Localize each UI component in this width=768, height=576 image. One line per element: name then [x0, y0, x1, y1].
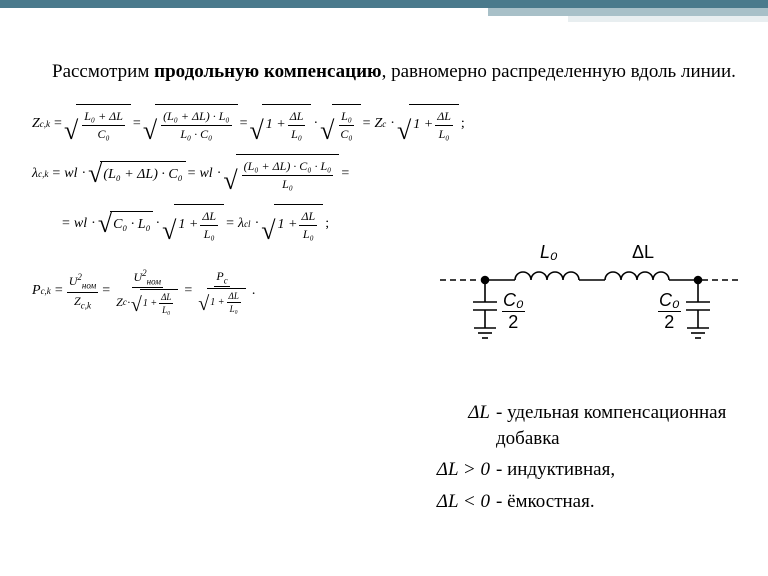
zck-Z: Z — [32, 116, 40, 132]
U2b: ном — [147, 276, 161, 286]
d2a: 1 + — [143, 298, 157, 309]
t9a: 1 + — [178, 217, 198, 233]
equation-lambdack-2: = wl · √ C₀ · L₀ · √ 1 + ΔLL₀ = λcl · √ … — [60, 204, 748, 244]
d2z: Z — [116, 295, 123, 310]
cd5: · — [91, 216, 96, 232]
circuit-label-dL: ΔL — [632, 242, 654, 263]
t2d: L₀ · C₀ — [178, 126, 214, 142]
def2-text: - индуктивная, — [496, 457, 750, 483]
def1-sym: ΔL — [430, 400, 490, 451]
cd2: · — [390, 116, 395, 132]
eq3: = — [240, 116, 248, 132]
def2-sym: ΔL > 0 — [430, 457, 490, 483]
eq7: = — [341, 166, 349, 182]
t3n: ΔL — [288, 109, 306, 126]
Zc: Z — [375, 116, 383, 132]
eq5: = — [52, 166, 60, 182]
circuit-label-C0-right-den: 2 — [658, 312, 681, 333]
intro-prefix: Рассмотрим — [52, 61, 154, 82]
wl2: wl — [199, 166, 212, 182]
t7n: (L₀ + ΔL) · C₀ · L₀ — [242, 159, 334, 176]
header-bar-accent — [488, 8, 768, 16]
circuit-svg — [440, 240, 740, 370]
t10a: 1 + — [278, 217, 298, 233]
intro-paragraph: Рассмотрим продольную компенсацию, равно… — [20, 59, 748, 85]
Pcs: c — [224, 275, 228, 285]
t9d: L₀ — [202, 226, 217, 242]
circuit-label-C0-left-den: 2 — [502, 312, 525, 333]
t4d: C₀ — [338, 126, 354, 142]
d2d: L₀ — [160, 304, 172, 315]
cd6: · — [155, 216, 160, 232]
eq10: = — [55, 283, 63, 299]
U2: U — [134, 270, 143, 284]
wl3: wl — [74, 216, 87, 232]
eq11: = — [102, 283, 110, 299]
d1zs: c,k — [81, 300, 91, 310]
zck-sub: c,k — [40, 119, 50, 129]
equation-zck: Zc,k = √ L₀ + ΔLC₀ = √ (L₀ + ΔL) · L₀L₀ … — [30, 104, 748, 144]
d2n: ΔL — [159, 292, 173, 304]
t7d: L₀ — [280, 176, 295, 192]
t9n: ΔL — [200, 209, 218, 226]
eq2: = — [133, 116, 141, 132]
circuit-label-C0-left: C₀ — [502, 290, 525, 312]
def1-text: - удельная компенсационная добавка — [496, 400, 750, 451]
sc1: ; — [461, 116, 465, 132]
d3n: ΔL — [227, 291, 241, 303]
def3-text: - ёмкостная. — [496, 489, 750, 515]
t5a: 1 + — [413, 117, 433, 133]
t1n: L₀ + ΔL — [82, 109, 125, 126]
t3d: L₀ — [289, 126, 304, 142]
eq12: = — [184, 283, 192, 299]
eq8: = — [62, 216, 70, 232]
intro-suffix: , равномерно распределенную вдоль линии. — [382, 61, 736, 82]
Pcks: c,k — [41, 286, 51, 296]
cd1: · — [313, 116, 318, 132]
Zcs: c — [382, 119, 386, 129]
eq9: = — [226, 216, 234, 232]
t2n: (L₀ + ΔL) · L₀ — [161, 109, 232, 126]
t10n: ΔL — [299, 209, 317, 226]
circuit-label-C0-right: C₀ — [658, 290, 681, 312]
t8: C₀ · L₀ — [113, 217, 150, 233]
d3a: 1 + — [210, 297, 224, 308]
sc2: ; — [325, 216, 329, 232]
t10d: L₀ — [301, 226, 316, 242]
d3d: L₀ — [228, 303, 240, 314]
eq-sign: = — [54, 116, 62, 132]
cd4: · — [217, 166, 222, 182]
equation-lambdack-1: λc,k = wl · √ (L₀ + ΔL) · C₀ = wl · √ (L… — [30, 154, 748, 194]
dot: . — [252, 283, 256, 299]
circuit-label-L0: L₀ — [540, 242, 558, 263]
header-bar-shadow — [568, 16, 768, 22]
t1d: C₀ — [95, 126, 111, 142]
circuit-diagram: L₀ ΔL C₀ 2 C₀ 2 — [440, 240, 740, 370]
t4n: L₀ — [339, 109, 354, 126]
lcls: cl — [244, 219, 251, 229]
t5n: ΔL — [435, 109, 453, 126]
definitions: ΔL - удельная компенсационная добавка ΔL… — [430, 400, 750, 521]
eq4: = — [363, 116, 371, 132]
lcks: c,k — [38, 169, 48, 179]
header-bar — [0, 0, 768, 8]
Pc: P — [216, 269, 223, 283]
Pck: P — [32, 283, 41, 299]
def3-sym: ΔL < 0 — [430, 489, 490, 515]
U1b: ном — [82, 281, 96, 291]
eq6: = — [188, 166, 196, 182]
d1z: Z — [74, 294, 81, 308]
t3a: 1 + — [266, 117, 286, 133]
cd3: · — [81, 166, 86, 182]
t5d: L₀ — [437, 126, 452, 142]
intro-bold: продольную компенсацию — [154, 61, 381, 82]
t6: (L₀ + ΔL) · C₀ — [103, 167, 182, 183]
cd7: · — [255, 216, 260, 232]
wl1: wl — [64, 166, 77, 182]
